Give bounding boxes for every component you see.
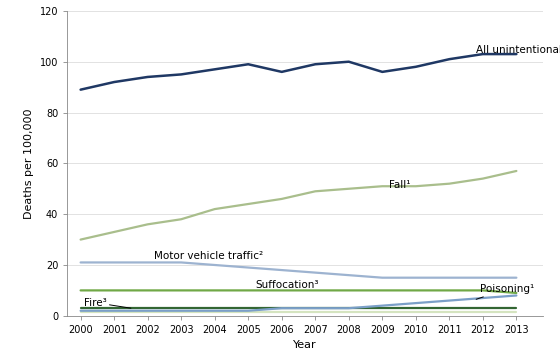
Text: Motor vehicle traffic²: Motor vehicle traffic²: [155, 251, 263, 261]
X-axis label: Year: Year: [293, 340, 317, 350]
Text: Fall¹: Fall¹: [389, 180, 410, 190]
Text: Poisoning¹: Poisoning¹: [476, 284, 534, 299]
Text: Suffocation³: Suffocation³: [255, 280, 319, 290]
Y-axis label: Deaths per 100,000: Deaths per 100,000: [24, 108, 34, 219]
Text: Fire³: Fire³: [84, 298, 131, 308]
Text: All unintentional¹: All unintentional¹: [476, 45, 560, 55]
